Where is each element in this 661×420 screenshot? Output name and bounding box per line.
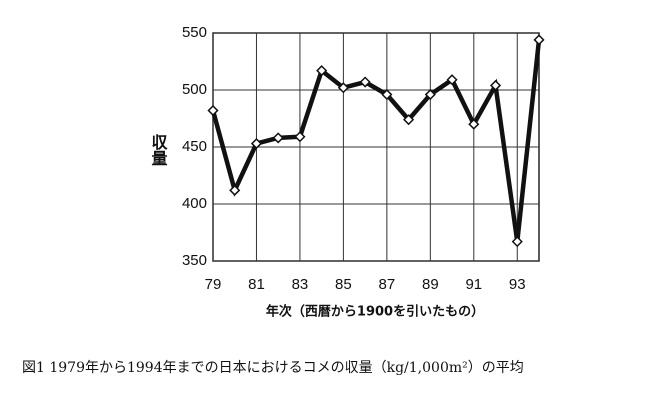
y-tick-label: 400	[182, 195, 207, 212]
x-tick-label: 91	[465, 276, 482, 293]
data-point	[337, 82, 349, 94]
x-axis-title: 年次（西暦から1900を引いたもの）	[266, 304, 484, 320]
x-tick-label: 89	[422, 276, 439, 293]
data-point	[250, 138, 263, 150]
x-tick-label: 93	[509, 276, 526, 293]
data-point	[272, 132, 284, 144]
y-tick-label: 550	[182, 24, 207, 41]
data-point	[316, 65, 328, 77]
x-tick-label: 87	[379, 276, 396, 293]
y-axis-title: 収量	[149, 134, 168, 166]
x-tick-label: 79	[205, 276, 222, 293]
data-point	[381, 88, 393, 101]
data-point	[359, 76, 371, 88]
data-point	[229, 184, 241, 196]
data-point	[511, 236, 523, 248]
data-point	[424, 88, 436, 101]
y-tick-label: 500	[182, 81, 207, 98]
data-point	[468, 118, 480, 130]
x-tick-label: 85	[335, 276, 352, 293]
y-tick-label: 450	[182, 138, 207, 155]
data-point	[294, 131, 306, 143]
y-tick-label: 350	[182, 252, 207, 269]
data-point	[403, 114, 415, 126]
data-point	[207, 104, 219, 117]
data-point	[533, 34, 545, 46]
x-tick-label: 81	[248, 276, 265, 293]
x-tick-label: 83	[292, 276, 309, 293]
data-point	[489, 79, 502, 92]
caption: 図1 1979年から1994年までの日本におけるコメの収量（kg/1,000m²…	[22, 360, 524, 376]
data-point	[446, 74, 458, 86]
data-line	[210, 39, 542, 242]
